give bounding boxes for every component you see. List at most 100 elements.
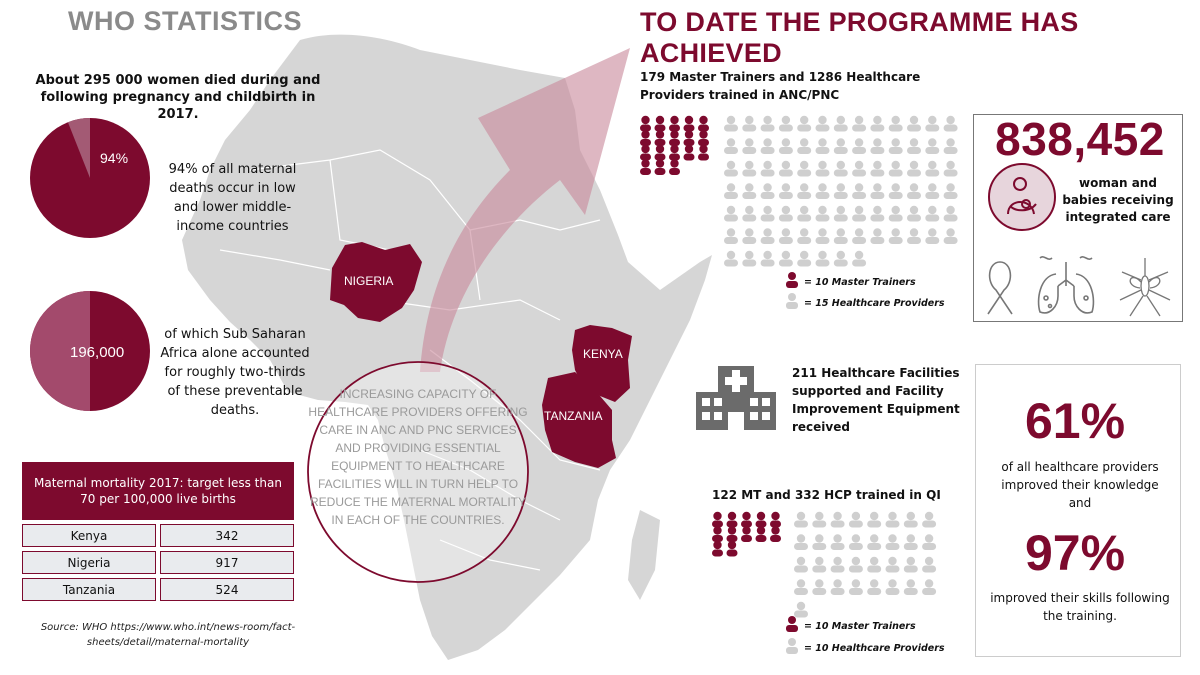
healthcare-provider-person-icon [833,160,848,177]
healthcare-provider-person-icon [888,205,903,222]
qi-healthcare-provider-person-icon [830,556,845,573]
qi-healthcare-provider-person-icon [830,534,845,550]
circle-message-text: INCREASING CAPACITY OF HEALTHCARE PROVID… [308,387,528,527]
pie1-description: 94% of all maternal deaths occur in low … [168,162,297,234]
programme-title: TO DATE THE PROGRAMME HAS ACHIEVED [640,7,1079,68]
healthcare-provider-person-icon [943,205,958,222]
mortality-value-cell: 342 [160,524,294,547]
qi-master-trainer-person-icon [755,526,767,542]
pie-chart-94 [30,118,150,238]
healthcare-provider-person-icon [925,115,940,132]
healthcare-provider-icon-grid [724,115,958,267]
healthcare-provider-person-icon [907,138,921,154]
healthcare-provider-person-icon [870,228,885,244]
healthcare-provider-person-icon [815,250,830,267]
healthcare-provider-person-icon [833,205,848,222]
master-trainer-person-icon [640,115,651,132]
master-trainer-icon-grid [640,115,709,175]
legend-master-text: = 10 Master Trainers [804,277,916,288]
qi-healthcare-provider-person-icon [922,556,937,573]
healthcare-provider-person-icon [833,138,848,154]
mother-baby-icon [988,163,1056,231]
pie1-remainder-slice [67,118,90,178]
qi-healthcare-provider-person-icon [922,579,937,595]
pie2-description: of which Sub Saharan Africa alone accoun… [160,327,310,418]
trained-anc-pnc-heading: 179 Master Trainers and 1286 Healthcare … [640,70,921,102]
healthcare-provider-person-icon [870,183,885,199]
healthcare-provider-person-icon [778,250,793,267]
qi-healthcare-provider-person-icon [830,579,845,595]
qi-training-heading: 122 MT and 332 HCP trained in QI [712,488,941,502]
healthcare-provider-person-icon [852,160,867,177]
qi-healthcare-provider-person-icon [885,579,900,595]
master-trainer-person-icon [654,144,666,161]
healthcare-provider-person-icon [925,160,940,177]
healthcare-provider-person-icon [870,160,885,177]
master-trainer-person-icon [669,115,680,132]
master-trainer-person-icon [698,115,709,132]
qi-healthcare-provider-person-icon [903,511,918,528]
legend-master-person-icon [786,272,798,288]
healthcare-provider-person-icon [907,160,921,177]
qi-healthcare-provider-person-icon [867,511,882,528]
healthcare-provider-person-icon [870,205,885,222]
healthcare-provider-person-icon [797,160,812,177]
master-trainer-person-icon [683,115,695,132]
table-header: Maternal mortality 2017: target less tha… [22,462,294,520]
qi-healthcare-provider-person-icon [903,534,918,550]
healthcare-provider-person-icon [943,183,958,199]
qi-healthcare-provider-person-icon [812,579,827,595]
who-intro-text: About 295 000 women died during and foll… [35,73,321,122]
qi-master-trainer-person-icon [712,540,723,557]
master-trainer-person-icon [654,159,666,175]
healthcare-provider-person-icon [888,228,903,244]
mosquito-icon [1119,258,1171,317]
qi-healthcare-provider-person-icon [794,511,808,528]
healthcare-provider-person-icon [943,138,958,154]
knowledge-percent: 61% [1024,393,1126,449]
healthcare-provider-person-icon [815,205,830,222]
tanzania-label: TANZANIA [544,409,602,423]
qi-master-trainer-person-icon [755,511,767,528]
healthcare-provider-person-icon [852,228,867,244]
qi-healthcare-provider-person-icon [848,579,863,595]
legend-qi-provider-person-icon [786,638,798,654]
facilities-heading: 211 Healthcare Facilities supported and … [792,366,960,434]
healthcare-provider-person-icon [778,115,793,132]
qi-healthcare-provider-person-icon [867,534,882,550]
qi-master-trainer-person-icon [726,526,738,542]
healthcare-provider-person-icon [724,228,738,244]
master-trainer-person-icon [669,130,680,146]
qi-healthcare-provider-person-icon [885,556,900,573]
knowledge-text: of all healthcare providers improved the… [1001,460,1159,510]
healthcare-provider-person-icon [815,115,830,132]
tanzania-shape [542,372,616,468]
healthcare-provider-person-icon [925,183,940,199]
master-trainer-person-icon [698,144,709,161]
healthcare-provider-person-icon [778,138,793,154]
qi-healthcare-provider-person-icon [903,556,918,573]
healthcare-provider-person-icon [943,115,958,132]
healthcare-provider-person-icon [742,115,757,132]
healthcare-provider-person-icon [907,205,921,222]
healthcare-provider-person-icon [833,183,848,199]
healthcare-provider-person-icon [742,205,757,222]
legend-qi-provider-text: = 10 Healthcare Providers [804,643,945,654]
qi-master-trainer-person-icon [726,540,738,557]
pie-chart-196000 [30,291,150,411]
healthcare-provider-person-icon [888,160,903,177]
healthcare-provider-person-icon [760,250,775,267]
healthcare-provider-person-icon [833,228,848,244]
master-trainer-person-icon [683,144,695,161]
healthcare-provider-person-icon [797,228,812,244]
healthcare-provider-person-icon [907,183,921,199]
qi-healthcare-provider-person-icon [794,556,808,573]
healthcare-provider-person-icon [797,205,812,222]
table-row: Tanzania 524 [22,578,294,601]
pie1-label: 94% [100,150,128,166]
healthcare-provider-person-icon [833,250,848,267]
healthcare-provider-person-icon [907,228,921,244]
qi-healthcare-provider-person-icon [794,534,808,550]
healthcare-provider-person-icon [870,115,885,132]
